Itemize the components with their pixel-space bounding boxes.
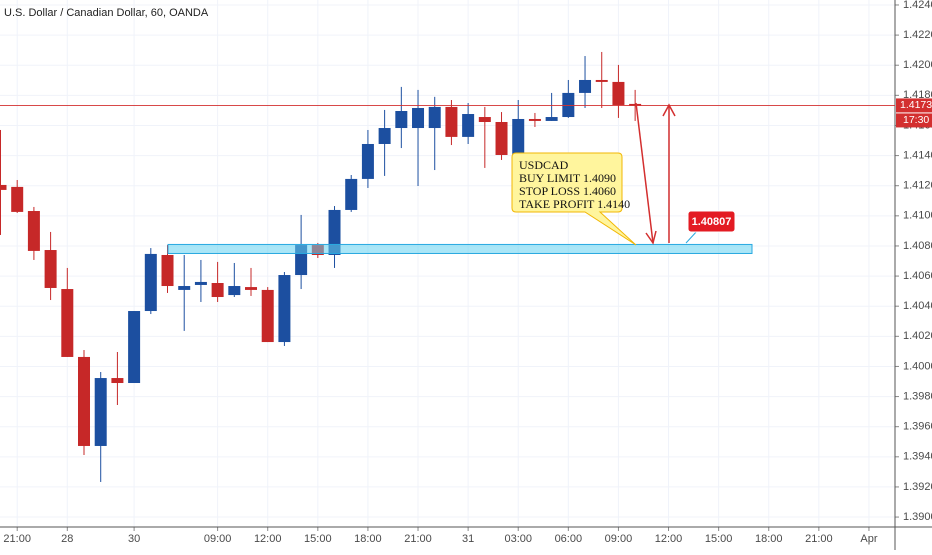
candle-body: [612, 81, 625, 105]
y-tick-label: 1.41200: [903, 180, 932, 192]
candle-body: [595, 79, 608, 82]
y-tick-label: 1.42400: [903, 0, 932, 11]
candle-body: [194, 281, 207, 285]
candle-body: [27, 211, 40, 251]
candle-body: [228, 286, 241, 296]
price-label: 1.41733: [900, 99, 932, 111]
candle-body: [245, 287, 258, 290]
candle-body: [345, 178, 358, 210]
callout-text: STOP LOSS 1.4060: [519, 184, 616, 198]
x-tick-label: 21:00: [805, 533, 833, 545]
x-tick-label: 09:00: [204, 533, 232, 545]
candle-body: [211, 283, 224, 298]
candle-body: [378, 128, 391, 144]
x-tick-label: 12:00: [655, 533, 683, 545]
candle-body: [495, 121, 508, 155]
y-tick-label: 1.41000: [903, 210, 932, 222]
candle-body: [278, 275, 291, 343]
y-tick-label: 1.40400: [903, 300, 932, 312]
arrows: [635, 102, 676, 245]
x-tick-label: 21:00: [404, 533, 432, 545]
candle-body: [412, 107, 425, 129]
y-tick-label: 1.39000: [903, 511, 932, 523]
x-tick-label: 15:00: [304, 533, 332, 545]
x-tick-label: 06:00: [555, 533, 583, 545]
countdown: 17:30: [903, 114, 929, 126]
x-tick-label: 18:00: [755, 533, 783, 545]
x-tick-label: 12:00: [254, 533, 282, 545]
y-tick-label: 1.40800: [903, 240, 932, 252]
y-tick-label: 1.39200: [903, 481, 932, 493]
y-tick-label: 1.39600: [903, 421, 932, 433]
chart-title: U.S. Dollar / Canadian Dollar, 60, OANDA: [4, 7, 209, 19]
price-tag-text: 1.40807: [692, 216, 732, 228]
candle-body: [61, 289, 74, 357]
callout-text: TAKE PROFIT 1.4140: [519, 197, 630, 211]
candle-body: [395, 111, 408, 129]
candle-body: [361, 143, 374, 179]
y-tick-label: 1.39800: [903, 390, 932, 402]
x-tick-label: 15:00: [705, 533, 733, 545]
zone: [167, 243, 753, 254]
callout-text: USDCAD: [519, 158, 569, 172]
x-tick-label: 03:00: [504, 533, 532, 545]
candle-body: [428, 106, 441, 129]
y-tick-label: 1.40200: [903, 330, 932, 342]
candle-body: [261, 289, 274, 343]
arrow-head: [662, 103, 676, 117]
candle-body: [78, 356, 91, 446]
candle-body: [328, 209, 341, 255]
y-tick-label: 1.42200: [903, 29, 932, 41]
candle-body: [11, 186, 24, 212]
price-tag: [687, 210, 736, 233]
candle-body: [629, 103, 642, 106]
y-tick-label: 1.40000: [903, 360, 932, 372]
candle-body: [579, 79, 592, 93]
y-tick-label: 1.41800: [903, 89, 932, 101]
candle-body: [562, 92, 575, 118]
candle-body: [111, 378, 124, 384]
y-tick-label: 1.42000: [903, 59, 932, 71]
callout: [511, 152, 637, 246]
candle-body: [44, 250, 57, 288]
arrow-head: [645, 230, 657, 245]
y-tick-label: 1.40600: [903, 270, 932, 282]
y-tick-label: 1.39400: [903, 451, 932, 463]
x-tick-label: Apr: [860, 533, 877, 545]
candle-body: [144, 253, 157, 312]
candle-body: [0, 184, 7, 190]
countdown-bg: [896, 113, 932, 128]
candle-body: [161, 254, 174, 287]
x-tick-label: 18:00: [354, 533, 382, 545]
candle-body: [94, 378, 107, 446]
price-label-bg: [896, 98, 932, 113]
arrow: [635, 102, 654, 244]
candle-body: [545, 117, 558, 121]
candle-body: [462, 114, 475, 137]
candle-body: [445, 106, 458, 137]
x-tick-label: 28: [61, 533, 73, 545]
x-tick-label: 21:00: [3, 533, 31, 545]
x-tick-label: 09:00: [605, 533, 633, 545]
callout-text: BUY LIMIT 1.4090: [519, 171, 616, 185]
candle-body: [528, 118, 541, 121]
x-tick-label: 30: [128, 533, 140, 545]
candle-body: [178, 286, 191, 290]
candle-body: [128, 311, 141, 384]
y-tick-label: 1.41400: [903, 149, 932, 161]
candle-body: [478, 117, 491, 122]
x-tick-label: 31: [462, 533, 474, 545]
candle-body: [512, 118, 525, 155]
